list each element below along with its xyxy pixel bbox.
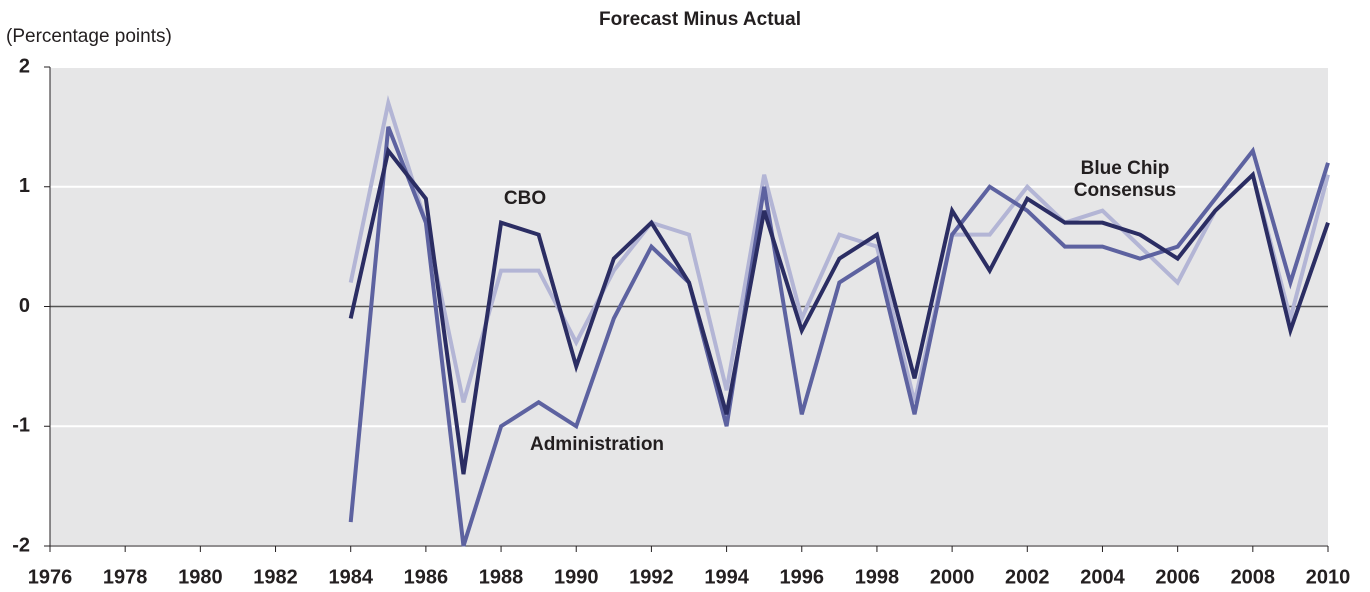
x-tick-label: 1982: [253, 566, 298, 588]
x-tick-label: 1996: [780, 566, 825, 588]
series-label: Blue Chip Consensus: [1073, 158, 1177, 201]
y-tick-label: -1: [12, 415, 30, 437]
series-label: Administration: [529, 434, 665, 455]
x-tick-label: 1998: [855, 566, 900, 588]
series-label: CBO: [503, 188, 547, 209]
x-tick-label: 2010: [1306, 566, 1351, 588]
series-line: [348, 146, 1330, 475]
y-tick-label: 1: [19, 175, 30, 197]
x-tick-label: 2000: [930, 566, 975, 588]
y-axis-label: (Percentage points): [6, 26, 172, 47]
x-tick-label: 1978: [103, 566, 148, 588]
x-tick-label: 2008: [1231, 566, 1276, 588]
x-tick-label: 1986: [404, 566, 449, 588]
x-tick-label: 1976: [28, 566, 73, 588]
x-tick-label: 2004: [1080, 566, 1125, 588]
x-tick-label: 1994: [704, 566, 749, 588]
x-tick-label: 2006: [1155, 566, 1200, 588]
x-tick-label: 1990: [554, 566, 599, 588]
x-tick-label: 1984: [328, 566, 373, 588]
series-line: [348, 95, 1330, 403]
chart-title: Forecast Minus Actual: [599, 9, 801, 30]
y-tick-label: 0: [19, 295, 30, 317]
x-tick-label: 1988: [479, 566, 524, 588]
x-tick-label: 1980: [178, 566, 223, 588]
y-tick-label: 2: [19, 55, 30, 77]
y-tick-label: -2: [12, 534, 30, 556]
x-tick-label: 1992: [629, 566, 674, 588]
x-tick-label: 2002: [1005, 566, 1050, 588]
